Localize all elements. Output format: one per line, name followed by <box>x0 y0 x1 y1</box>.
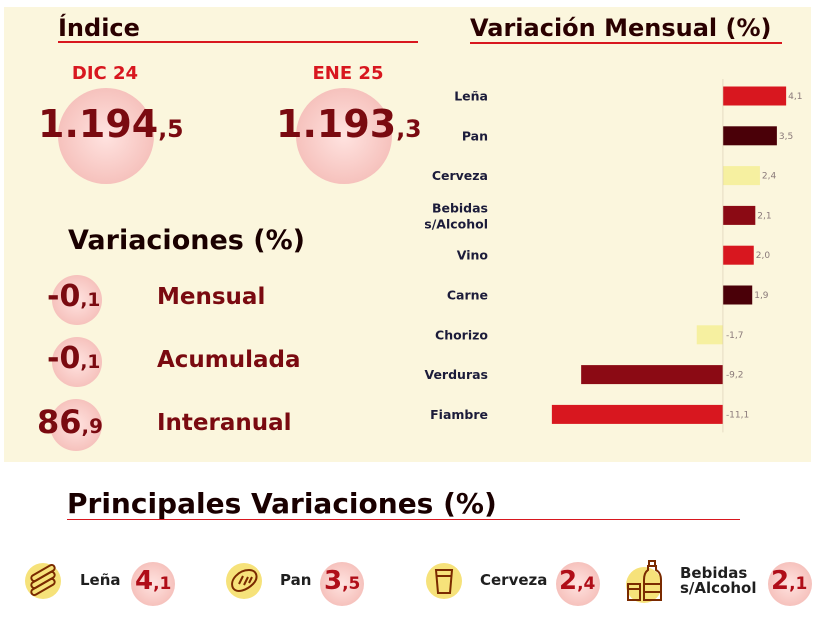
chart-category-label: Cerveza <box>432 168 488 183</box>
variation-bubble-mensual <box>52 275 102 325</box>
chart-bar <box>722 166 760 186</box>
chart-bar <box>551 404 723 424</box>
variation-bar-chart: Leña 4,1 Pan 3,5 Cerveza 2,4 Bebidas s/Alcohol 2… <box>424 79 802 433</box>
period-bubble-dic <box>58 88 154 184</box>
principal-label-pan: Pan <box>280 571 312 589</box>
variaciones-title: Variaciones (%) <box>68 225 305 256</box>
variation-value-interanual: 86,9 <box>37 403 103 441</box>
period-bubble-ene <box>296 88 392 184</box>
chart-bar <box>722 86 787 106</box>
variation-bubble-acumulada <box>52 337 102 387</box>
principal-label-lena: Leña <box>80 571 121 589</box>
principal-label-cerveza: Cerveza <box>480 571 548 589</box>
variation-label-mensual: Mensual <box>157 284 266 310</box>
variation-label-acumulada: Acumulada <box>157 347 301 373</box>
chart-value-label: 2,1 <box>757 211 771 221</box>
chart-title: Variación Mensual (%) <box>470 14 772 42</box>
chart-category-label: Carne <box>447 288 488 303</box>
principal-value-lena: 4,1 <box>135 566 172 596</box>
chart-category-label: Leña <box>454 89 488 104</box>
variation-bubble-interanual <box>50 399 102 451</box>
index-value-dic: 1.194,5 <box>38 102 184 146</box>
principal-value-pan: 3,5 <box>324 566 361 596</box>
principal-value-cerveza: 2,4 <box>559 566 596 596</box>
indice-title-rule <box>58 41 418 43</box>
principal-bubble-cerveza <box>556 562 600 606</box>
soft-drinks-icon <box>626 560 662 603</box>
chart-bar <box>696 325 723 345</box>
chart-value-label: -9,2 <box>726 371 744 381</box>
chart-value-label: 1,9 <box>754 291 769 301</box>
chart-bar <box>722 285 753 305</box>
chart-category-label: Fiambre <box>430 407 488 422</box>
chart-title-rule <box>470 42 782 44</box>
chart-category-label: Pan <box>462 128 488 143</box>
chart-value-label: -11,1 <box>726 410 749 420</box>
principal-bubble-pan <box>320 562 364 606</box>
bread-icon <box>226 563 262 599</box>
beer-glass-icon <box>426 563 462 599</box>
chart-bar <box>581 365 723 385</box>
principal-bubble-bebidas <box>768 562 812 606</box>
chart-value-label: 3,5 <box>779 132 793 142</box>
principal-bubble-lena <box>131 562 175 606</box>
chart-value-label: 4,1 <box>788 92 802 102</box>
chart-bar <box>722 126 777 146</box>
variation-value-acumulada: -0,1 <box>47 341 101 376</box>
chart-value-label: 2,0 <box>756 251 771 261</box>
principales-title: Principales Variaciones (%) <box>67 487 497 520</box>
principales-title-rule <box>67 519 740 520</box>
chart-value-label: -1,7 <box>726 331 744 341</box>
indice-title: Índice <box>58 14 140 42</box>
period-label-ene: ENE 25 <box>312 63 384 84</box>
principal-value-bebidas: 2,1 <box>771 566 808 596</box>
variation-label-interanual: Interanual <box>157 410 292 436</box>
chart-category-label: Vino <box>457 248 489 263</box>
firewood-icon <box>25 563 61 599</box>
variation-value-mensual: -0,1 <box>47 279 101 314</box>
index-value-ene: 1.193,3 <box>276 102 422 146</box>
chart-category-label: Bebidas s/Alcohol <box>424 200 488 231</box>
chart-bar <box>722 245 754 265</box>
chart-bar <box>722 205 756 225</box>
chart-value-label: 2,4 <box>762 172 777 182</box>
chart-category-label: Verduras <box>424 367 488 382</box>
summary-panel <box>4 7 811 462</box>
chart-category-label: Chorizo <box>435 327 488 342</box>
period-label-dic: DIC 24 <box>71 63 139 84</box>
principal-label-bebidas: Bebidas s/Alcohol <box>680 564 757 597</box>
